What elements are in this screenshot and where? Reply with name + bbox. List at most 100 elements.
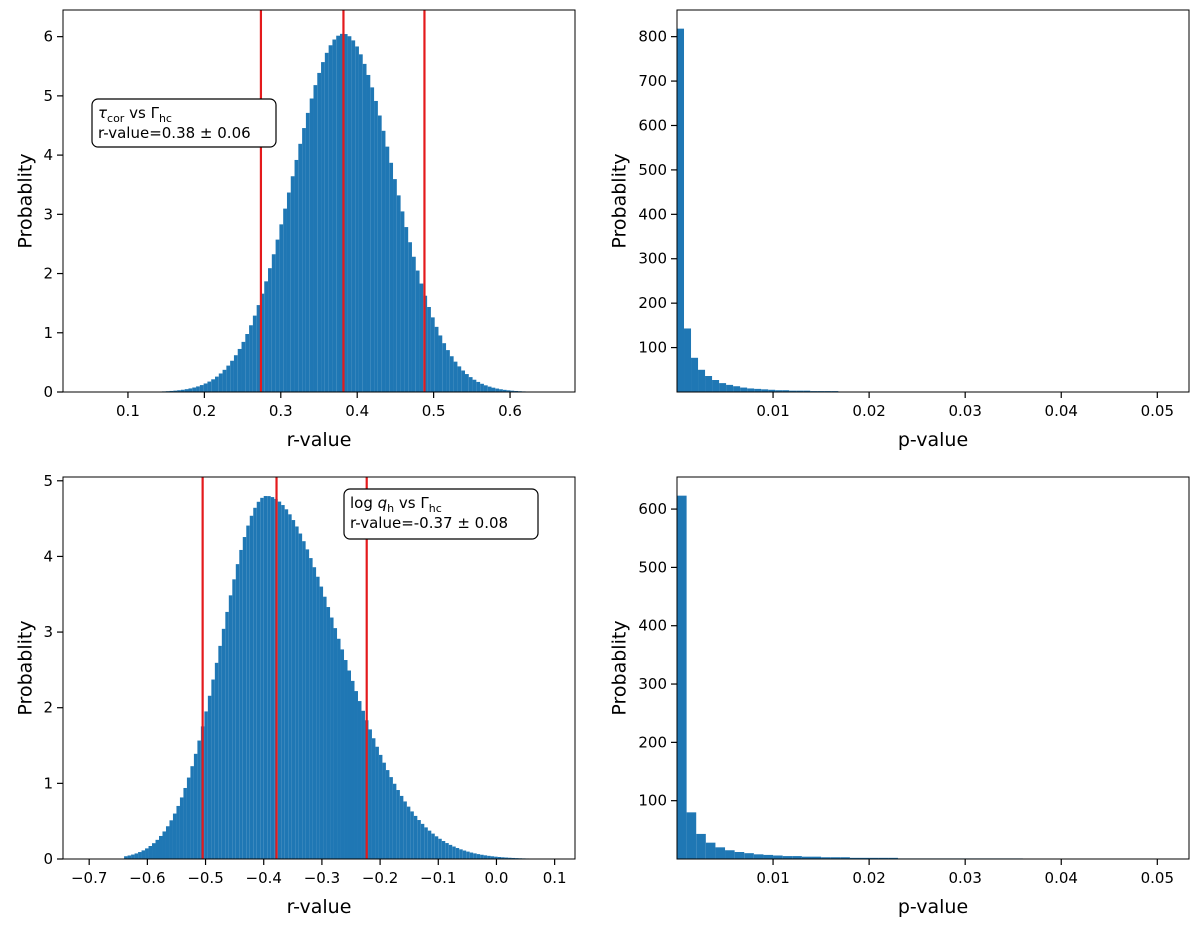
y-tick-label: 700 — [638, 72, 667, 90]
histogram-bar — [744, 853, 754, 859]
histogram-bar — [406, 806, 411, 859]
y-tick-label: 5 — [43, 87, 53, 105]
histogram-bar — [497, 857, 502, 859]
histogram-bar — [316, 576, 320, 859]
histogram-bar — [453, 361, 458, 392]
histogram-bar — [324, 52, 329, 392]
histogram-bar — [207, 695, 212, 859]
histogram-bar — [719, 383, 727, 392]
x-tick-label: 0.1 — [116, 402, 140, 420]
histogram-bar — [270, 497, 275, 859]
histogram-bar — [263, 496, 268, 859]
histogram-bar — [396, 195, 401, 392]
histogram-bar — [494, 856, 498, 859]
histogram-bar — [343, 34, 348, 393]
y-tick-label: 3 — [43, 623, 53, 641]
histogram-bar — [291, 520, 296, 859]
annotation-box: τcor vs Γhc r-value=0.38 ± 0.06 — [91, 98, 277, 148]
histogram-bar — [382, 762, 386, 859]
histogram-bar — [677, 495, 687, 859]
histogram-bar — [295, 526, 299, 859]
histogram-bar — [127, 855, 132, 859]
histogram-bar — [502, 389, 507, 392]
histogram-bar — [725, 850, 735, 859]
histogram-bar — [279, 224, 284, 392]
histogram-bar — [466, 851, 470, 859]
histogram-bar — [277, 501, 282, 859]
histogram-bar — [288, 514, 292, 859]
histogram-bar — [385, 770, 390, 859]
y-tick-label: 600 — [638, 116, 667, 134]
x-tick-label: 0.04 — [1045, 402, 1078, 420]
histogram-bar — [476, 381, 481, 392]
histogram-bar — [410, 811, 414, 859]
histogram-bar — [789, 390, 797, 392]
x-axis-label: r-value — [287, 429, 352, 451]
histogram-bar — [840, 857, 850, 859]
histogram-bar — [448, 844, 453, 859]
histogram-bar — [403, 801, 407, 859]
histogram-bar — [420, 823, 425, 859]
y-tick-label: 5 — [43, 472, 53, 490]
histogram-bar — [424, 827, 428, 859]
histogram-bar — [249, 515, 254, 859]
x-tick-label: −0.6 — [129, 869, 165, 887]
y-tick-label: 800 — [638, 28, 667, 46]
y-tick-label: 2 — [43, 265, 53, 283]
histogram-bar — [712, 380, 720, 392]
histogram-bar — [188, 388, 193, 392]
histogram-bar — [203, 383, 208, 392]
histogram-bar — [298, 533, 303, 859]
histogram-bar — [241, 341, 246, 392]
y-tick-label: 400 — [638, 617, 667, 635]
histogram-bar — [511, 857, 516, 859]
x-axis-label: r-value — [287, 896, 352, 918]
histogram-bar — [204, 711, 208, 859]
histogram-bar — [754, 388, 762, 392]
histogram-bar — [180, 389, 185, 392]
histogram-bar — [490, 856, 495, 859]
histogram-bar — [152, 843, 156, 859]
histogram-bar — [768, 389, 776, 392]
vertical-lines — [201, 477, 368, 859]
histogram-bar — [705, 376, 713, 392]
histogram-bar — [888, 857, 898, 859]
histogram-bar — [211, 379, 216, 392]
histogram-bar — [726, 384, 734, 392]
histogram-bar — [339, 33, 344, 392]
histogram-bar — [172, 813, 177, 859]
histogram-bar — [761, 389, 769, 392]
histogram-bar — [351, 680, 355, 859]
histogram-bar — [183, 787, 187, 859]
histogram-bar — [514, 390, 519, 392]
x-tick-label: 0.3 — [269, 402, 293, 420]
y-tick-label: 600 — [638, 500, 667, 518]
histogram-bar — [165, 826, 170, 859]
histogram-bar — [461, 370, 465, 392]
histogram-bar — [228, 595, 233, 859]
x-tick-label: 0.05 — [1141, 402, 1174, 420]
x-ticks: 0.01 0.02 0.03 0.04 0.05 — [756, 859, 1174, 887]
y-tick-label: 100 — [638, 792, 667, 810]
histogram-bar — [294, 159, 299, 392]
histogram-bar — [283, 208, 287, 392]
histogram-bar — [361, 710, 365, 859]
histogram-bar — [508, 857, 512, 859]
histogram-bar — [226, 365, 231, 392]
histogram-bar — [419, 283, 424, 392]
histogram-bar — [230, 360, 234, 392]
annotation-middle: vs Γ — [394, 494, 429, 512]
y-ticks: 100 200 300 400 500 600 700 800 — [638, 28, 677, 357]
histogram-bar — [792, 856, 802, 859]
histogram-bar — [355, 46, 359, 392]
histogram-bars — [124, 496, 543, 859]
x-tick-label: 0.01 — [756, 402, 789, 420]
annotation-prefix: log — [350, 494, 378, 512]
y-axis-label: Probablity — [15, 153, 37, 248]
histogram-bar — [452, 846, 456, 859]
histogram-bar — [302, 541, 306, 859]
histogram-bar — [245, 334, 250, 392]
x-tick-label: 0.02 — [852, 402, 885, 420]
histogram-bar — [399, 795, 404, 859]
